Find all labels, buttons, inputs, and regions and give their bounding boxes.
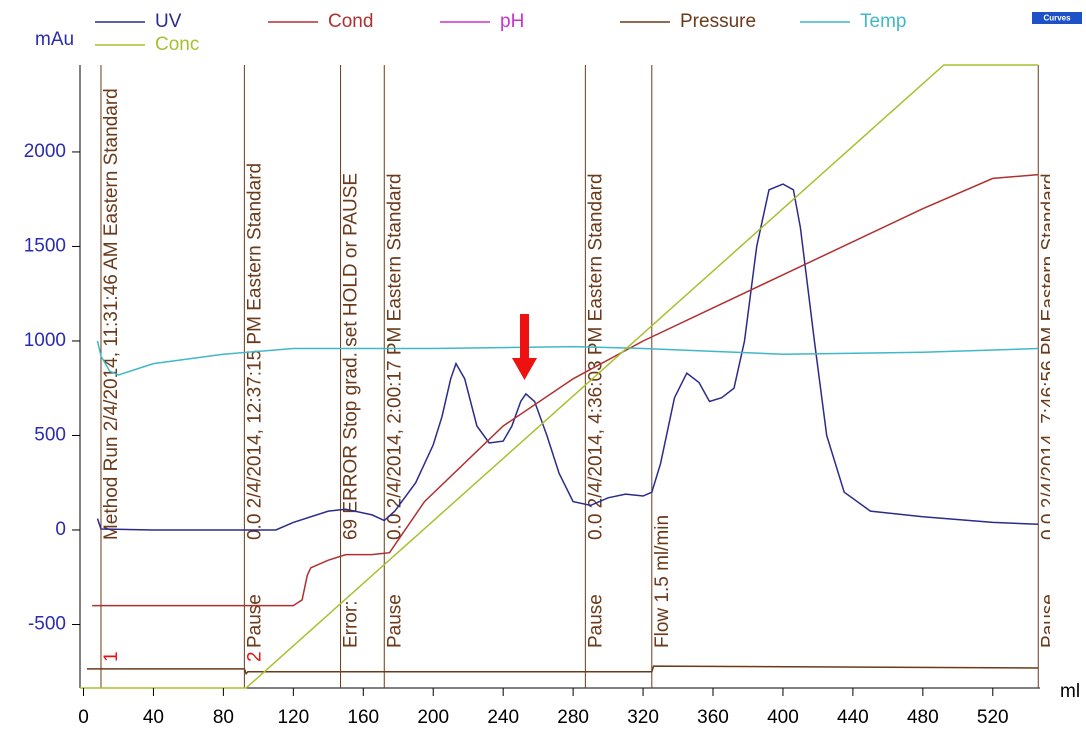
- event-label: Pause: [1038, 594, 1059, 648]
- event-label: 69 ERROR Stop grad. set HOLD or PAUSE: [341, 173, 362, 540]
- event-label: Method Run 2/4/2014, 11:31:46 AM Eastern…: [101, 88, 122, 540]
- legend-label: Conc: [155, 34, 199, 55]
- x-tick-label: 120: [277, 707, 309, 728]
- x-tick-label: 200: [417, 707, 449, 728]
- x-tick-label: 440: [837, 707, 869, 728]
- event-label: 0.0 2/4/2014, 4:36:03 PM Eastern Standar…: [585, 173, 606, 540]
- x-tick-label: 80: [213, 707, 234, 728]
- legend-label: pH: [500, 11, 524, 32]
- x-tick-label: 160: [347, 707, 379, 728]
- legend-label: Cond: [328, 11, 373, 32]
- y-tick-label: 2000: [24, 141, 66, 162]
- x-tick-label: 40: [143, 707, 164, 728]
- x-tick-label: 320: [627, 707, 659, 728]
- y-tick-label: -500: [28, 614, 66, 635]
- series-line: [92, 173, 1039, 607]
- y-tick-label: 1000: [24, 330, 66, 351]
- y-tick-label: 500: [34, 424, 66, 445]
- y-tick-label: 0: [55, 519, 66, 540]
- curves-button-label[interactable]: Curves: [1043, 14, 1071, 23]
- y-tick-label: 1500: [24, 235, 66, 256]
- x-tick-label: 480: [907, 707, 939, 728]
- curves-button[interactable]: [1032, 12, 1082, 24]
- event-label: Flow 1.5 ml/min: [652, 515, 673, 648]
- series-line: [96, 340, 1039, 376]
- x-tick-label: 240: [487, 707, 519, 728]
- series-line: [96, 183, 1039, 531]
- event-label: 0.0 2/4/2014, 7:46:56 PM Eastern Standar…: [1038, 173, 1059, 540]
- x-tick-label: 520: [977, 707, 1009, 728]
- event-label: Error:: [341, 601, 362, 649]
- series-line: [80, 64, 1039, 689]
- event-label: 0.0 2/4/2014, 2:00:17 PM Eastern Standar…: [384, 173, 405, 540]
- event-label: Pause: [384, 594, 405, 648]
- event-label: Pause: [585, 594, 606, 648]
- legend-label: UV: [155, 11, 182, 32]
- event-label: Pause: [244, 594, 265, 648]
- x-tick-label: 360: [697, 707, 729, 728]
- legend-label: Pressure: [680, 11, 756, 32]
- x-tick-label: 0: [78, 707, 89, 728]
- event-index: 1: [101, 651, 122, 662]
- arrow-annotation: [512, 314, 537, 380]
- x-tick-label: 280: [557, 707, 589, 728]
- x-unit: ml: [1060, 681, 1080, 702]
- event-index: 2: [244, 651, 265, 662]
- legend-label: Temp: [860, 11, 906, 32]
- y-unit: mAu: [35, 29, 74, 50]
- series-line: [87, 665, 1039, 675]
- plot: Method Run 2/4/2014, 11:31:46 AM Eastern…: [80, 64, 1059, 689]
- x-tick-label: 400: [767, 707, 799, 728]
